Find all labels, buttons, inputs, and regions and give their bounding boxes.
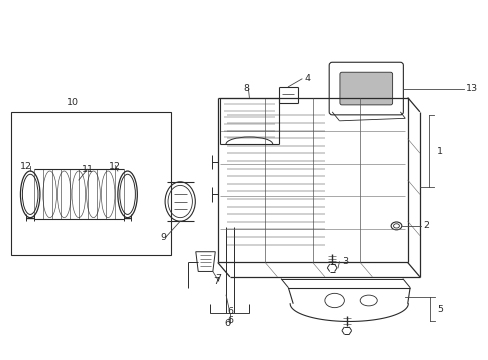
Text: 4: 4 xyxy=(304,75,310,84)
Text: 6: 6 xyxy=(226,307,232,316)
Text: 13: 13 xyxy=(465,84,477,93)
Text: 2: 2 xyxy=(423,221,428,230)
FancyBboxPatch shape xyxy=(339,72,392,105)
Text: 11: 11 xyxy=(81,165,94,174)
Text: 3: 3 xyxy=(341,257,347,266)
Text: 5: 5 xyxy=(437,305,443,314)
Text: 6: 6 xyxy=(226,316,232,325)
Text: 10: 10 xyxy=(67,98,79,107)
Text: 1: 1 xyxy=(436,147,442,156)
Text: 12: 12 xyxy=(20,162,32,171)
Text: 7: 7 xyxy=(215,274,221,283)
Text: 9: 9 xyxy=(160,233,166,242)
Text: 12: 12 xyxy=(109,162,121,171)
Text: 8: 8 xyxy=(243,84,248,93)
Text: 6: 6 xyxy=(224,319,230,328)
Bar xyxy=(11,112,171,255)
Text: 7: 7 xyxy=(213,276,219,285)
